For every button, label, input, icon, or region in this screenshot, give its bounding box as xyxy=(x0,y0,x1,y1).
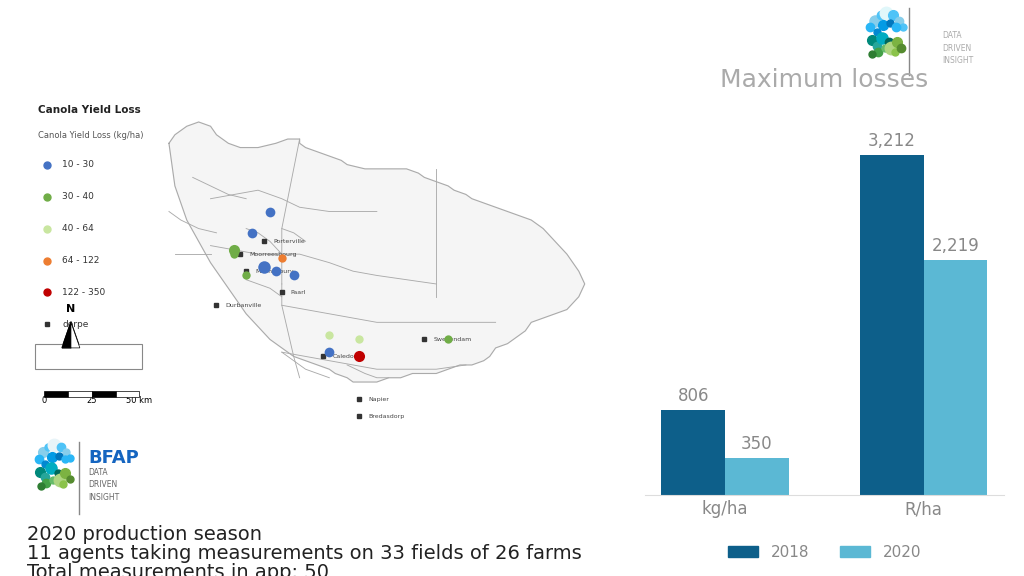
Text: 2,219: 2,219 xyxy=(932,237,979,255)
Text: Malmesbury: Malmesbury xyxy=(255,268,294,274)
Text: Mapped canola yield loss: Mapped canola yield loss xyxy=(26,20,585,63)
Text: 64 - 122: 64 - 122 xyxy=(62,256,99,265)
Text: BFAP: BFAP xyxy=(88,449,139,467)
Bar xyxy=(68,391,92,397)
Polygon shape xyxy=(62,323,71,348)
Text: N: N xyxy=(67,304,76,314)
Text: Moorreesbourg: Moorreesbourg xyxy=(249,252,297,257)
FancyBboxPatch shape xyxy=(35,344,142,369)
Text: Porterville: Porterville xyxy=(272,239,305,244)
Text: DATA
DRIVEN
INSIGHT: DATA DRIVEN INSIGHT xyxy=(942,32,974,66)
Legend: 2018, 2020: 2018, 2020 xyxy=(722,539,927,566)
Text: 3,212: 3,212 xyxy=(868,132,915,150)
Text: 0: 0 xyxy=(42,396,47,406)
Bar xyxy=(662,410,725,495)
Text: BFAP: BFAP xyxy=(942,14,993,32)
Text: Paarl: Paarl xyxy=(291,290,306,295)
Text: 10 - 30: 10 - 30 xyxy=(62,160,94,169)
Text: DATA
DRIVEN
INSIGHT: DATA DRIVEN INSIGHT xyxy=(88,468,120,502)
Text: dorpe: dorpe xyxy=(62,320,88,329)
Bar xyxy=(924,260,987,495)
Title: Maximum losses: Maximum losses xyxy=(720,68,929,92)
Text: 25: 25 xyxy=(86,396,97,406)
Text: 11 agents taking measurements on 33 fields of 26 farms: 11 agents taking measurements on 33 fiel… xyxy=(27,544,582,563)
Text: Durbanville: Durbanville xyxy=(225,303,262,308)
Bar xyxy=(92,391,116,397)
Text: Canola Yield Loss: Canola Yield Loss xyxy=(38,105,141,115)
Polygon shape xyxy=(169,122,585,382)
Bar xyxy=(44,391,68,397)
Text: 30 - 40: 30 - 40 xyxy=(62,192,94,201)
Bar xyxy=(116,391,139,397)
Text: 350: 350 xyxy=(741,435,772,453)
Text: 122 - 350: 122 - 350 xyxy=(62,288,105,297)
Text: 50 km: 50 km xyxy=(126,396,153,406)
Text: Napier: Napier xyxy=(368,396,389,401)
Text: Total measurements in app: 50: Total measurements in app: 50 xyxy=(27,563,329,576)
Polygon shape xyxy=(71,323,80,348)
Text: Bredasdorp: Bredasdorp xyxy=(368,414,404,419)
Text: Magisterial Districts: Magisterial Districts xyxy=(47,352,131,361)
Text: Caledon: Caledon xyxy=(332,354,358,359)
Text: Swellendam: Swellendam xyxy=(433,337,471,342)
Text: 40 - 64: 40 - 64 xyxy=(62,224,94,233)
Bar xyxy=(860,156,924,495)
Text: 806: 806 xyxy=(678,386,709,405)
Text: Canola Yield Loss (kg/ha): Canola Yield Loss (kg/ha) xyxy=(38,131,143,139)
Bar xyxy=(725,458,788,495)
Text: 2020 production season: 2020 production season xyxy=(27,525,261,544)
